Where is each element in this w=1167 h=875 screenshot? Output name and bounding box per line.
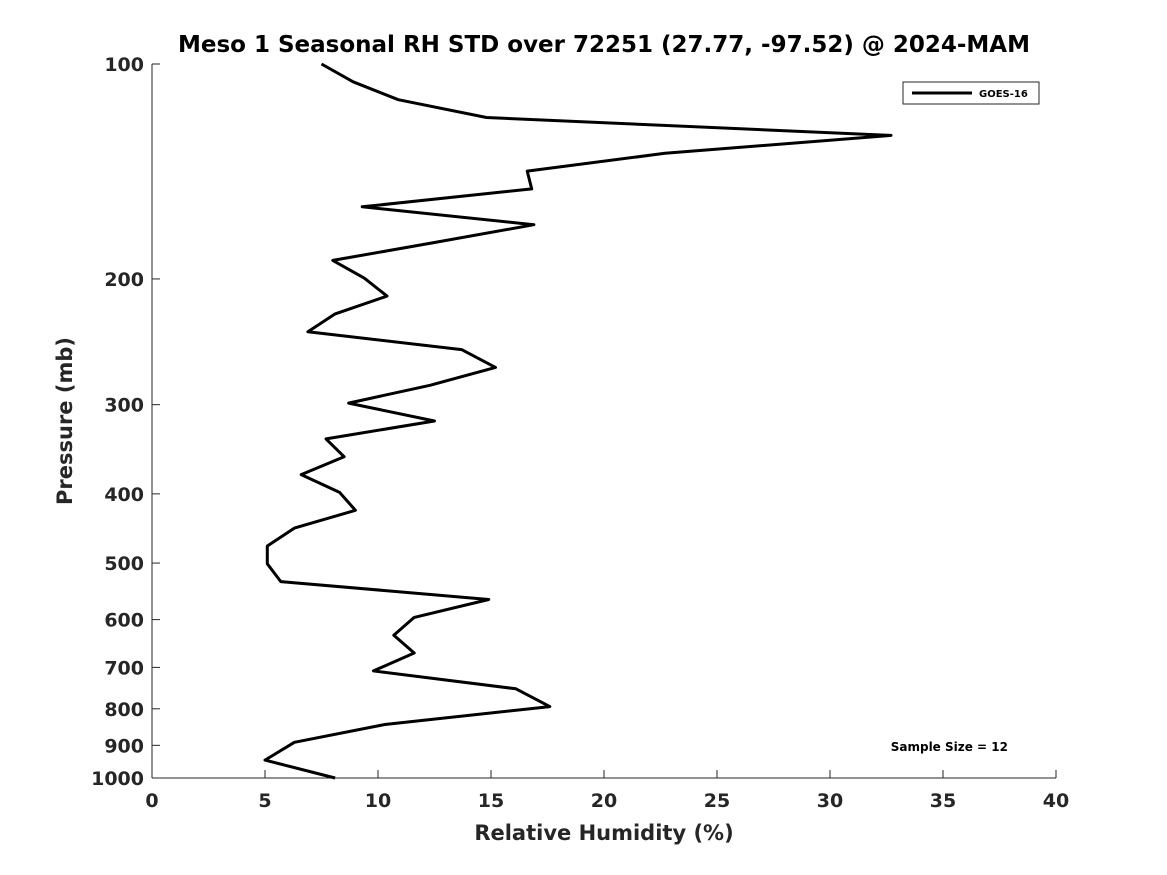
y-axis-label: Pressure (mb) bbox=[53, 337, 77, 505]
x-axis-label: Relative Humidity (%) bbox=[474, 821, 733, 845]
legend-label-goes-16: GOES-16 bbox=[979, 89, 1028, 100]
chart-title: Meso 1 Seasonal RH STD over 72251 (27.77… bbox=[178, 32, 1030, 58]
x-tick-label: 25 bbox=[704, 790, 730, 812]
x-tick-label: 0 bbox=[145, 790, 158, 812]
series-line-goes-16 bbox=[263, 62, 893, 780]
y-tick-label: 400 bbox=[104, 484, 144, 506]
y-tick-label: 700 bbox=[104, 657, 144, 679]
y-tick-label: 300 bbox=[104, 395, 144, 417]
x-tick-label: 20 bbox=[591, 790, 617, 812]
x-tick-label: 15 bbox=[478, 790, 504, 812]
y-tick-label: 100 bbox=[104, 54, 144, 76]
y-tick-label: 200 bbox=[104, 269, 144, 291]
y-tick-label: 800 bbox=[104, 699, 144, 721]
x-tick-label: 30 bbox=[817, 790, 843, 812]
plot-area: 0 5 10 15 20 25 30 35 40 100 200 300 400 500 600 700 800… bbox=[91, 54, 1069, 812]
x-tick-label: 35 bbox=[930, 790, 956, 812]
x-tick-label: 40 bbox=[1043, 790, 1069, 812]
x-tick-label: 10 bbox=[365, 790, 391, 812]
x-tick-label: 5 bbox=[258, 790, 271, 812]
y-tick-label: 900 bbox=[104, 735, 144, 757]
y-tick-label: 600 bbox=[104, 610, 144, 632]
y-tick-label: 500 bbox=[104, 553, 144, 575]
sample-size-annotation: Sample Size = 12 bbox=[891, 740, 1008, 754]
y-tick-label: 1000 bbox=[91, 768, 144, 790]
